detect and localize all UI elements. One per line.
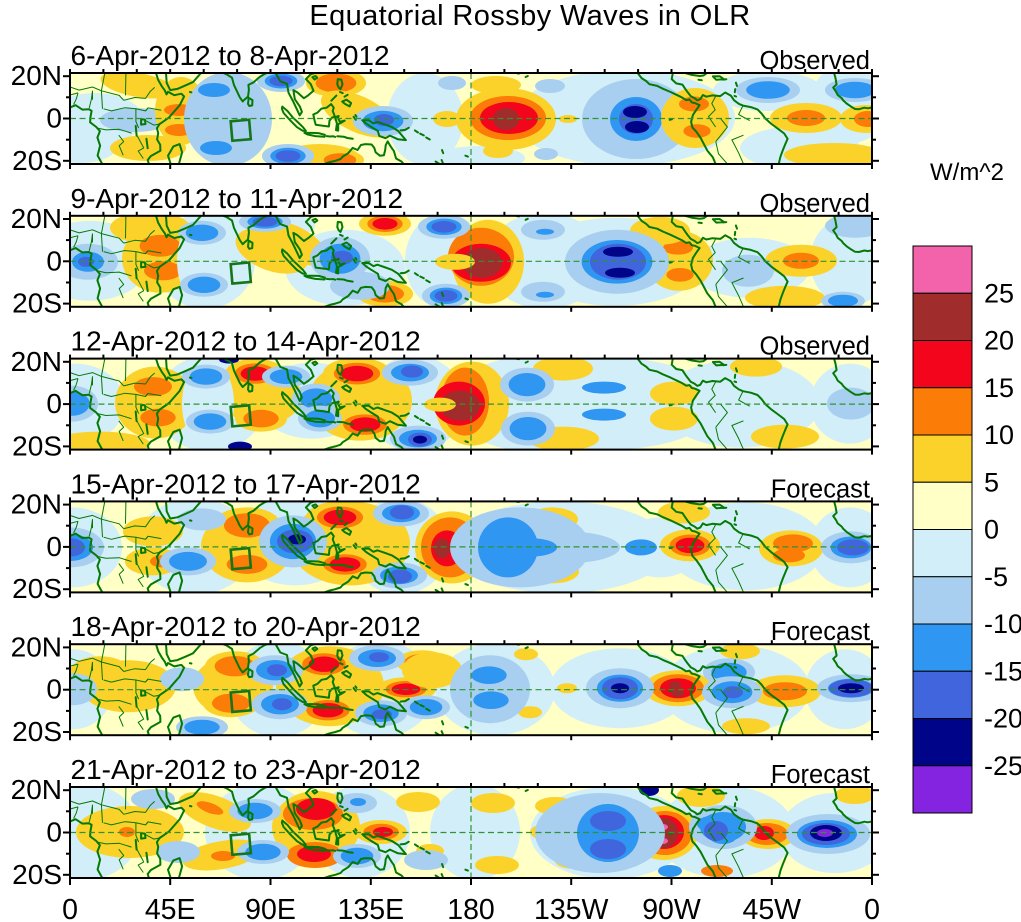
- svg-text:20N: 20N: [11, 60, 62, 91]
- svg-text:20N: 20N: [11, 489, 62, 520]
- svg-text:180: 180: [447, 894, 495, 922]
- svg-text:6-Apr-2012 to 8-Apr-2012: 6-Apr-2012 to 8-Apr-2012: [71, 40, 390, 71]
- svg-text:21-Apr-2012 to 23-Apr-2012: 21-Apr-2012 to 23-Apr-2012: [71, 754, 421, 785]
- svg-text:5: 5: [984, 467, 999, 497]
- svg-text:0: 0: [984, 515, 999, 545]
- svg-text:20S: 20S: [12, 430, 62, 461]
- svg-text:-5: -5: [984, 562, 1008, 592]
- svg-text:20N: 20N: [11, 631, 62, 662]
- svg-text:18-Apr-2012 to 20-Apr-2012: 18-Apr-2012 to 20-Apr-2012: [71, 611, 421, 642]
- svg-text:Observed: Observed: [759, 190, 870, 218]
- svg-text:15: 15: [984, 373, 1014, 403]
- svg-text:20: 20: [984, 326, 1014, 356]
- svg-text:15-Apr-2012 to 17-Apr-2012: 15-Apr-2012 to 17-Apr-2012: [71, 468, 421, 499]
- svg-text:20N: 20N: [11, 203, 62, 234]
- svg-text:0: 0: [46, 531, 62, 562]
- svg-text:90W: 90W: [642, 894, 701, 922]
- svg-text:20S: 20S: [12, 145, 62, 176]
- svg-text:Observed: Observed: [759, 47, 870, 75]
- svg-text:20S: 20S: [12, 716, 62, 747]
- svg-text:20N: 20N: [11, 774, 62, 805]
- svg-text:-25: -25: [984, 751, 1021, 781]
- svg-text:Forecast: Forecast: [771, 761, 870, 789]
- svg-text:9-Apr-2012 to 11-Apr-2012: 9-Apr-2012 to 11-Apr-2012: [71, 183, 404, 214]
- svg-text:20S: 20S: [12, 859, 62, 890]
- svg-text:25: 25: [984, 278, 1014, 308]
- svg-text:10: 10: [984, 420, 1014, 450]
- svg-text:W/m^2: W/m^2: [930, 159, 1004, 186]
- svg-text:45E: 45E: [145, 894, 196, 922]
- svg-text:0: 0: [46, 245, 62, 276]
- svg-text:-20: -20: [984, 704, 1021, 734]
- svg-text:0: 0: [46, 103, 62, 134]
- svg-text:0: 0: [46, 817, 62, 848]
- svg-text:-15: -15: [984, 656, 1021, 686]
- svg-text:135W: 135W: [534, 894, 609, 922]
- svg-text:45W: 45W: [742, 894, 801, 922]
- svg-text:20S: 20S: [12, 288, 62, 319]
- svg-text:0: 0: [46, 674, 62, 705]
- svg-text:12-Apr-2012 to 14-Apr-2012: 12-Apr-2012 to 14-Apr-2012: [71, 326, 421, 357]
- svg-text:0: 0: [62, 894, 78, 922]
- svg-text:Equatorial Rossby Waves in OLR: Equatorial Rossby Waves in OLR: [309, 0, 750, 32]
- svg-text:-10: -10: [984, 609, 1021, 639]
- svg-text:Forecast: Forecast: [771, 618, 870, 646]
- svg-text:Observed: Observed: [759, 333, 870, 361]
- svg-text:20N: 20N: [11, 346, 62, 377]
- svg-text:0: 0: [46, 388, 62, 419]
- svg-text:0: 0: [864, 894, 880, 922]
- svg-text:135E: 135E: [338, 894, 405, 922]
- svg-text:20S: 20S: [12, 573, 62, 604]
- svg-text:Forecast: Forecast: [771, 475, 870, 503]
- svg-text:90E: 90E: [245, 894, 296, 922]
